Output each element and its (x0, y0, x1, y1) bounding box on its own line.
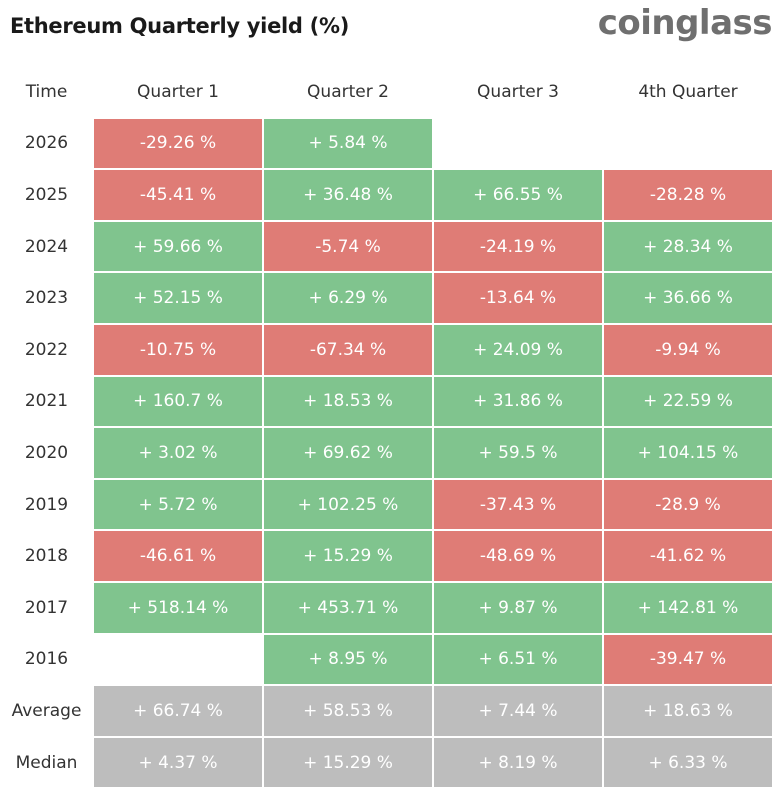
yield-cell: -37.43 % (434, 479, 602, 530)
yield-cell: -67.34 % (264, 324, 432, 375)
yield-cell: + 518.14 % (94, 582, 262, 633)
yield-cell: + 142.81 % (604, 582, 772, 633)
row-label: 2023 (24, 288, 69, 309)
yield-cell: + 36.48 % (264, 170, 432, 220)
yield-cell: -13.64 % (434, 273, 602, 323)
row-label: 2018 (24, 546, 69, 567)
yield-cell: -41.62 % (604, 531, 772, 581)
column-header: Quarter 3 (477, 81, 559, 102)
yield-cell: -5.74 % (264, 221, 432, 272)
summary-cell: + 15.29 % (264, 737, 432, 788)
row-label: 2019 (24, 494, 69, 515)
yield-cell: -39.47 % (604, 634, 772, 685)
yield-cell: + 18.53 % (264, 376, 432, 427)
yield-cell: + 31.86 % (434, 376, 602, 427)
yield-cell: + 6.51 % (434, 634, 602, 685)
row-label: 2016 (24, 649, 69, 670)
summary-label: Average (11, 700, 82, 721)
row-label: 2025 (24, 184, 69, 205)
yield-cell: + 24.09 % (434, 324, 602, 375)
row-label: 2017 (24, 597, 69, 618)
yield-cell: -24.19 % (434, 221, 602, 272)
yield-cell: -48.69 % (434, 531, 602, 581)
row-label: 2022 (24, 339, 69, 360)
yield-cell: + 52.15 % (94, 273, 262, 323)
yield-cell: + 104.15 % (604, 428, 772, 478)
row-label: 2020 (24, 442, 69, 463)
summary-cell: + 6.33 % (604, 737, 772, 788)
quarterly-yield-table: Time Quarter 1 Quarter 2 Quarter 3 4th Quart… (0, 66, 773, 788)
yield-cell: + 8.95 % (264, 634, 432, 685)
empty-cell (603, 118, 773, 170)
column-header: Time (25, 81, 68, 102)
summary-cell: + 66.74 % (94, 686, 262, 736)
empty-cell (433, 118, 603, 170)
yield-cell: -9.94 % (604, 324, 772, 375)
yield-cell: + 5.84 % (264, 118, 432, 169)
page-title: Ethereum Quarterly yield (%) (10, 14, 349, 38)
column-header: Quarter 1 (137, 81, 219, 102)
column-header: Quarter 2 (307, 81, 389, 102)
yield-cell: + 15.29 % (264, 531, 432, 581)
yield-cell: + 160.7 % (94, 376, 262, 427)
summary-cell: + 4.37 % (94, 737, 262, 788)
row-label: 2026 (24, 133, 69, 154)
yield-cell: -45.41 % (94, 170, 262, 220)
yield-cell: -29.26 % (94, 118, 262, 169)
yield-cell: + 102.25 % (264, 479, 432, 530)
summary-label: Median (15, 752, 78, 773)
summary-cell: + 7.44 % (434, 686, 602, 736)
yield-cell: + 3.02 % (94, 428, 262, 478)
yield-cell: + 59.5 % (434, 428, 602, 478)
yield-cell: + 28.34 % (604, 221, 772, 272)
yield-cell: -28.28 % (604, 170, 772, 220)
yield-cell: + 9.87 % (434, 582, 602, 633)
yield-cell: + 22.59 % (604, 376, 772, 427)
yield-cell: -46.61 % (94, 531, 262, 581)
yield-cell: + 66.55 % (434, 170, 602, 220)
coinglass-logo: coinglass (597, 3, 773, 43)
row-label: 2021 (24, 391, 69, 412)
yield-cell: + 453.71 % (264, 582, 432, 633)
yield-cell: -28.9 % (604, 479, 772, 530)
yield-cell: + 69.62 % (264, 428, 432, 478)
yield-cell: + 36.66 % (604, 273, 772, 323)
column-header: 4th Quarter (638, 81, 738, 102)
yield-cell: + 59.66 % (94, 221, 262, 272)
summary-cell: + 58.53 % (264, 686, 432, 736)
yield-cell: -10.75 % (94, 324, 262, 375)
yield-cell: + 6.29 % (264, 273, 432, 323)
row-label: 2024 (24, 236, 69, 257)
summary-cell: + 18.63 % (604, 686, 772, 736)
yield-cell: + 5.72 % (94, 479, 262, 530)
empty-cell (93, 634, 263, 686)
summary-cell: + 8.19 % (434, 737, 602, 788)
